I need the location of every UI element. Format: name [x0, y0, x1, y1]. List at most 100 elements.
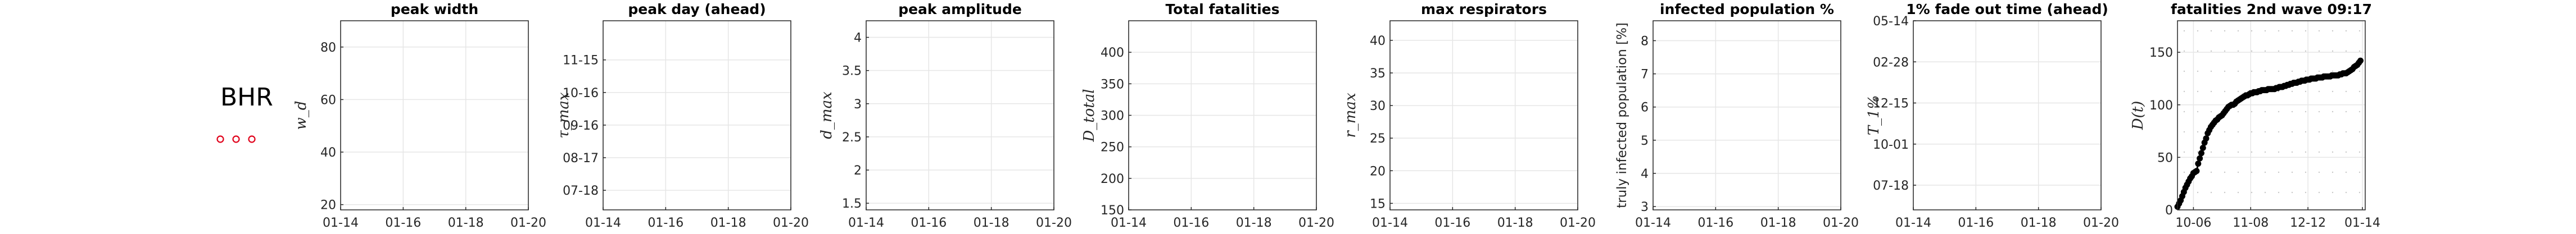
y-axis-label: T_1%	[1866, 95, 1882, 136]
bg-dot	[2197, 50, 2199, 52]
bg-dot	[2264, 111, 2266, 113]
axes-frame	[603, 20, 791, 210]
bg-dot	[2224, 90, 2226, 93]
axes-frame	[340, 20, 529, 210]
bg-dot	[2264, 30, 2266, 32]
bg-dot	[2251, 171, 2253, 173]
panel-title: infected population %	[1660, 1, 1834, 17]
bg-dot	[2210, 151, 2212, 153]
axes-frame	[2177, 20, 2366, 210]
y-tick-label: 4	[1641, 167, 1649, 181]
bg-dot	[2237, 151, 2239, 153]
bg-dot	[2318, 171, 2320, 173]
bg-dot	[2305, 131, 2307, 133]
y-tick-label: 100	[2149, 99, 2173, 113]
plot-area	[1653, 21, 1841, 210]
bg-dot	[2318, 131, 2320, 133]
x-tick-label: 01-18	[448, 216, 484, 230]
x-tick-label: 01-16	[1697, 216, 1733, 230]
y-tick-label: 6	[1641, 101, 1649, 115]
panel-title: peak amplitude	[898, 1, 1022, 17]
bg-dot	[2183, 171, 2185, 173]
bg-dot	[2183, 30, 2185, 32]
bg-dot	[2278, 131, 2280, 133]
bg-dot	[2224, 50, 2226, 52]
bg-dot	[2305, 70, 2307, 72]
y-axis-label: D(t)	[2130, 101, 2147, 131]
panel-6: 1% fade out time (ahead) 01-14 01-16 01-18 0…	[1866, 1, 2119, 230]
bg-dot	[2278, 50, 2280, 52]
y-tick-label: 02-28	[1873, 56, 1909, 70]
x-tick-label: 01-20	[1560, 216, 1596, 230]
y-tick-label: 50	[2157, 151, 2173, 165]
panel-5: infected population % 01-14 01-16 01-18 01-2…	[1615, 1, 1859, 230]
bg-dot	[2183, 131, 2185, 133]
bg-dot	[2291, 30, 2293, 32]
legend-marker-0	[216, 135, 224, 143]
x-tick-label: 01-16	[1173, 216, 1209, 230]
bg-dot	[2264, 151, 2266, 153]
x-tick-label: 01-20	[510, 216, 546, 230]
bg-dot	[2318, 90, 2320, 93]
x-tick-label: 01-20	[1036, 216, 1072, 230]
bg-dot	[2197, 30, 2199, 32]
bg-dot	[2331, 171, 2334, 173]
bg-dot	[2210, 30, 2212, 32]
y-axis-label: τ_max	[555, 92, 572, 139]
y-tick-label: 150	[2149, 46, 2173, 60]
bg-dot	[2278, 191, 2280, 194]
bg-dot	[2251, 70, 2253, 72]
bg-dot	[2331, 30, 2334, 32]
bg-dot	[2183, 90, 2185, 93]
y-tick-label: 80	[320, 41, 336, 55]
y-tick-label: 400	[1101, 46, 1124, 60]
y-tick-label: 40	[1370, 34, 1386, 48]
bg-dot	[2197, 151, 2199, 153]
bg-dot	[2318, 70, 2320, 72]
bg-dot	[2237, 90, 2239, 93]
bg-dot	[2251, 30, 2253, 32]
y-tick-label: 3	[1641, 200, 1649, 214]
axes-frame	[1389, 20, 1578, 210]
bg-dot	[2358, 191, 2361, 194]
bg-dot	[2183, 70, 2185, 72]
bg-dot	[2345, 111, 2347, 113]
legend-marker-2	[248, 135, 256, 143]
data-point	[2357, 57, 2364, 64]
bg-dot	[2345, 50, 2347, 52]
bg-dot	[2291, 131, 2293, 133]
plot-area	[341, 21, 528, 210]
bg-dot	[2264, 131, 2266, 133]
bg-dot	[2210, 70, 2212, 72]
y-tick-label: 2.5	[842, 131, 862, 145]
bg-dot	[2278, 90, 2280, 93]
bg-dot	[2358, 131, 2361, 133]
y-tick-label: 10-01	[1873, 138, 1909, 152]
x-tick-label: 01-14	[323, 216, 359, 230]
bg-dot	[2305, 111, 2307, 113]
y-tick-label: 20	[320, 199, 336, 213]
y-tick-label: 3	[854, 98, 862, 112]
y-tick-label: 150	[1101, 204, 1124, 218]
panel-2: peak amplitude 01-14 01-16 01-18 01-20 1.5 2 2.…	[818, 1, 1072, 230]
x-tick-label: 01-14	[1895, 216, 1931, 230]
x-tick-label: 01-16	[1434, 216, 1470, 230]
data-point	[2203, 135, 2210, 142]
panel-title: fatalities 2nd wave 09:17	[2171, 1, 2372, 17]
x-tick-label: 01-20	[2083, 216, 2119, 230]
bg-dot	[2210, 90, 2212, 93]
x-tick-label: 01-14	[1635, 216, 1671, 230]
x-tick-label: 01-14	[1372, 216, 1408, 230]
y-tick-label: 3.5	[842, 65, 862, 79]
bg-dot	[2331, 90, 2334, 93]
bg-dot	[2237, 111, 2239, 113]
y-tick-label: 250	[1101, 141, 1124, 155]
bg-dot	[2224, 30, 2226, 32]
bg-dot	[2224, 171, 2226, 173]
panel-3: Total fatalities 01-14 01-16 01-18 01-20 150 2…	[1081, 1, 1334, 230]
bg-dot	[2210, 171, 2212, 173]
bg-dot	[2264, 70, 2266, 72]
bg-dot	[2237, 30, 2239, 32]
plot-area	[1390, 21, 1578, 210]
bg-dot	[2237, 70, 2239, 72]
